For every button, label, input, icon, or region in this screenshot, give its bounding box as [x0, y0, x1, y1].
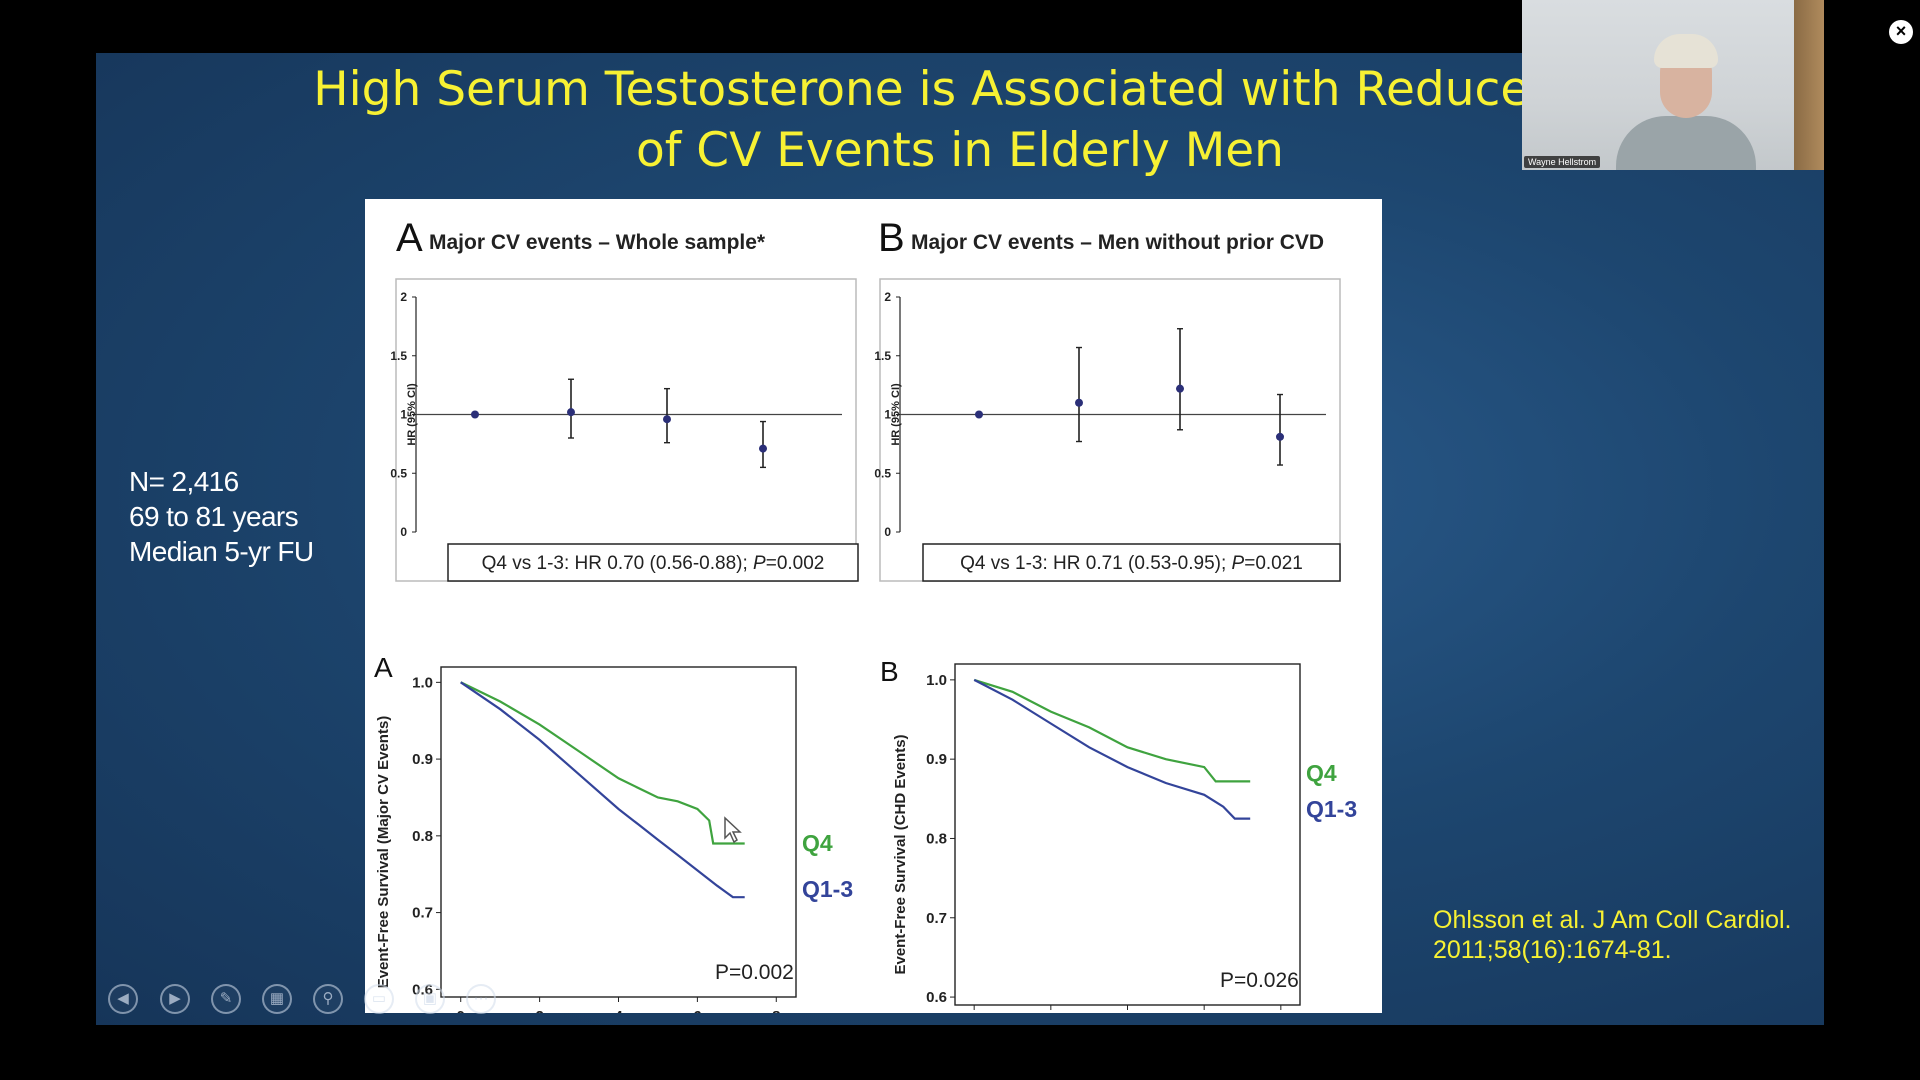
plot-frame [954, 663, 1301, 1006]
panel-letter: B [880, 656, 899, 687]
annotation-part: =0.021 [1244, 553, 1303, 574]
hr-point [975, 410, 983, 419]
annotation-box [447, 543, 859, 582]
mouse-pointer-icon [724, 816, 742, 844]
x-tick-label: 8 [772, 1008, 780, 1013]
y-tick-label: 0 [884, 525, 891, 539]
slide-title: High Serum Testosterone is Associated wi… [96, 59, 1824, 181]
pen-icon[interactable]: ✎ [211, 984, 241, 1014]
y-tick-label: 0.5 [874, 466, 891, 480]
hr-point [759, 444, 767, 453]
webcam-person-body [1616, 116, 1756, 170]
citation-line-2: 2011;58(16):1674-81. [1433, 936, 1672, 964]
y-tick-label: 0.8 [412, 828, 433, 845]
y-tick-label: 0.6 [926, 989, 947, 1006]
y-tick-label: 1.0 [412, 674, 433, 691]
p-value-label: P=0.002 [715, 961, 794, 984]
hr-point [471, 410, 479, 419]
y-tick-label: 0.9 [412, 751, 433, 768]
figure-panel: A Major CV events – Whole sample* 0 0.5 1 1.5… [365, 199, 1382, 1013]
y-tick-label: 1.5 [874, 349, 891, 363]
y-tick-label: 1.5 [390, 349, 407, 363]
hr-point [663, 415, 671, 424]
previous-icon[interactable]: ◀ [108, 984, 138, 1014]
y-tick-label: 0.7 [926, 910, 947, 927]
webcam-thumbnail[interactable]: Wayne Hellstrom [1522, 0, 1824, 170]
y-axis-label: HR (95% CI) [406, 383, 418, 446]
y-tick-label: 0 [400, 525, 407, 539]
subtitles-icon[interactable]: ▭ [364, 984, 394, 1014]
close-icon[interactable]: × [1889, 20, 1913, 44]
y-axis-label: Event-Free Survival (Major CV Events) [375, 716, 392, 989]
webcam-person-hair [1654, 34, 1718, 68]
stat-age-range: 69 to 81 years [129, 501, 299, 532]
slide-title-line-2: of CV Events in Elderly Men [636, 123, 1284, 178]
y-tick-label: 0.9 [926, 751, 947, 768]
y-tick-label: 0.5 [390, 466, 407, 480]
hr-point [1276, 432, 1284, 441]
panel-title: Major CV events – Men without prior CVD [911, 231, 1324, 254]
hr-point [1075, 398, 1083, 407]
annotation-text: Q4 vs 1-3: HR 0.70 (0.56-0.88); P=0.002 [482, 553, 825, 574]
citation-line-1: Ohlsson et al. J Am Coll Cardiol. [1433, 906, 1792, 934]
study-stats: N= 2,416 69 to 81 years Median 5-yr FU [129, 464, 314, 569]
plot-frame [395, 278, 857, 582]
figure-svg: A Major CV events – Whole sample* 0 0.5 1 1.5… [374, 216, 1357, 1013]
stat-sample-size: N= 2,416 [129, 466, 239, 497]
slide: High Serum Testosterone is Associated wi… [96, 53, 1824, 1025]
zoom-icon[interactable]: ⚲ [313, 984, 343, 1014]
y-axis-label: Event-Free Survival (CHD Events) [892, 734, 909, 974]
annotation-part: =0.002 [766, 553, 825, 574]
survival-curve-q1-3 [460, 681, 745, 899]
survival-curve-q4 [460, 681, 745, 845]
legend-label: Q4 [802, 830, 833, 856]
x-tick-label: 6 [693, 1008, 701, 1013]
annotation-box [922, 543, 1341, 582]
p-value-label: P=0.026 [1220, 969, 1299, 992]
y-tick-label: 1.0 [926, 672, 947, 689]
panel-letter: B [878, 216, 905, 260]
plot-frame [879, 278, 1341, 582]
y-tick-label: 1 [400, 408, 407, 422]
next-icon[interactable]: ▶ [160, 984, 190, 1014]
y-tick-label: 2 [400, 290, 407, 304]
legend-label: Q1-3 [1306, 796, 1357, 822]
more-icon[interactable]: ⋯ [466, 984, 496, 1014]
legend-label: Q1-3 [802, 876, 853, 902]
annotation-part: P [753, 553, 766, 574]
y-tick-label: 1 [884, 408, 891, 422]
y-tick-label: 0.7 [412, 905, 433, 922]
camera-icon[interactable]: ▣ [415, 984, 445, 1014]
legend-label: Q4 [1306, 760, 1337, 786]
panel-letter: A [374, 652, 393, 683]
stat-follow-up: Median 5-yr FU [129, 536, 314, 567]
y-axis-label: HR (95% CI) [890, 383, 902, 446]
y-tick-label: 0.8 [926, 830, 947, 847]
webcam-background-door [1794, 0, 1824, 170]
slide-title-line-1: High Serum Testosterone is Associated wi… [313, 62, 1607, 117]
annotation-text: Q4 vs 1-3: HR 0.71 (0.53-0.95); P=0.021 [960, 553, 1303, 574]
x-tick-label: 4 [614, 1008, 623, 1013]
y-tick-label: 2 [884, 290, 891, 304]
x-tick-label: 2 [535, 1008, 543, 1013]
x-tick-label: 0 [457, 1008, 465, 1013]
annotation-part: Q4 vs 1-3: HR 0.70 (0.56-0.88); [482, 553, 753, 574]
slides-grid-icon[interactable]: ▦ [262, 984, 292, 1014]
hr-point [1176, 384, 1184, 393]
panel-title: Major CV events – Whole sample* [429, 231, 766, 254]
citation: Ohlsson et al. J Am Coll Cardiol. 2011;5… [1433, 905, 1791, 965]
panel-letter: A [396, 216, 423, 260]
annotation-part: Q4 vs 1-3: HR 0.71 (0.53-0.95); [960, 553, 1231, 574]
participant-name: Wayne Hellstrom [1524, 156, 1601, 168]
annotation-part: P [1232, 553, 1245, 574]
survival-curve-q4 [973, 678, 1251, 783]
survival-curve-q1-3 [973, 678, 1251, 820]
hr-point [567, 408, 575, 417]
